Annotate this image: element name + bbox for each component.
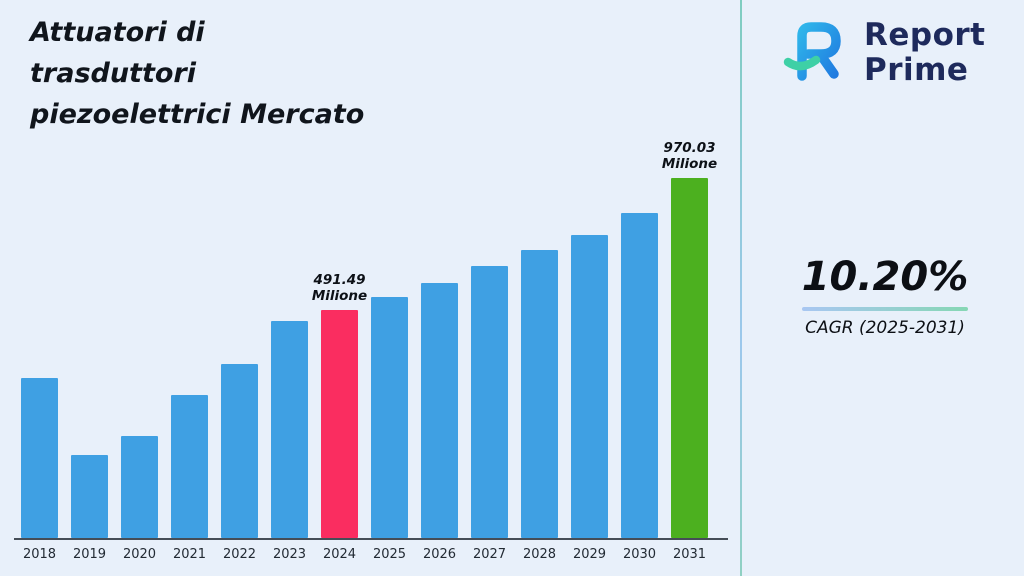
x-axis-label-2020: 2020 [122, 547, 157, 562]
x-axis-label-2023: 2023 [272, 547, 307, 562]
cagr-underline [802, 307, 968, 311]
bars-row: 491.49 Milione 970.03 Milione [14, 140, 728, 538]
x-axis-labels-row: 2018 2019 2020 2021 2022 2023 2024 2025 2026 2027… [14, 547, 728, 562]
x-axis-label-2031: 2031 [672, 547, 707, 562]
bar-chart: 491.49 Milione 970.03 Milione 2018 2019 202… [14, 140, 728, 562]
x-axis-label-2024: 2024 [322, 547, 357, 562]
bar-annotation-2024: 491.49 Milione [311, 272, 368, 304]
brand-name: Report Prime [864, 18, 986, 88]
page-title: Attuatori di trasduttori piezoelettrici … [30, 12, 364, 135]
bar-2020 [121, 436, 158, 538]
bar-2019 [71, 455, 108, 538]
bar-2023 [271, 321, 308, 538]
brand-name-line-1: Report [864, 17, 986, 53]
x-axis-label-2027: 2027 [472, 547, 507, 562]
brand-logo-icon [778, 14, 850, 92]
brand: Report Prime [778, 14, 986, 92]
brand-name-line-2: Prime [864, 52, 969, 88]
bar-2022 [221, 364, 258, 538]
page-title-line-1: Attuatori di [30, 17, 205, 48]
page-title-line-2: trasduttori [30, 58, 196, 89]
divider-line [740, 0, 742, 576]
bar-2029 [571, 235, 608, 538]
bar-2018 [21, 378, 58, 538]
bar-2027 [471, 266, 508, 538]
bar-2030 [621, 213, 658, 538]
x-axis-label-2019: 2019 [72, 547, 107, 562]
bar-2025 [371, 297, 408, 538]
cagr-label: CAGR (2025-2031) [805, 318, 965, 338]
x-axis-label-2030: 2030 [622, 547, 657, 562]
x-axis-label-2028: 2028 [522, 547, 557, 562]
x-axis-label-2022: 2022 [222, 547, 257, 562]
bar-2028 [521, 250, 558, 538]
x-axis-label-2025: 2025 [372, 547, 407, 562]
x-axis-label-2026: 2026 [422, 547, 457, 562]
cagr-block: 10.20% CAGR (2025-2031) [796, 254, 974, 338]
bar-annotation-2031: 970.03 Milione [661, 140, 718, 172]
page-title-line-3: piezoelettrici Mercato [30, 99, 365, 130]
bar-2021 [171, 395, 208, 538]
x-axis-label-2029: 2029 [572, 547, 607, 562]
bar-2031: 970.03 Milione [662, 140, 717, 538]
cagr-value: 10.20% [801, 254, 969, 300]
x-axis-label-2018: 2018 [22, 547, 57, 562]
x-axis-label-2021: 2021 [172, 547, 207, 562]
bar-2026 [421, 283, 458, 538]
bar-2024: 491.49 Milione [312, 272, 367, 538]
x-axis-line [14, 538, 728, 540]
